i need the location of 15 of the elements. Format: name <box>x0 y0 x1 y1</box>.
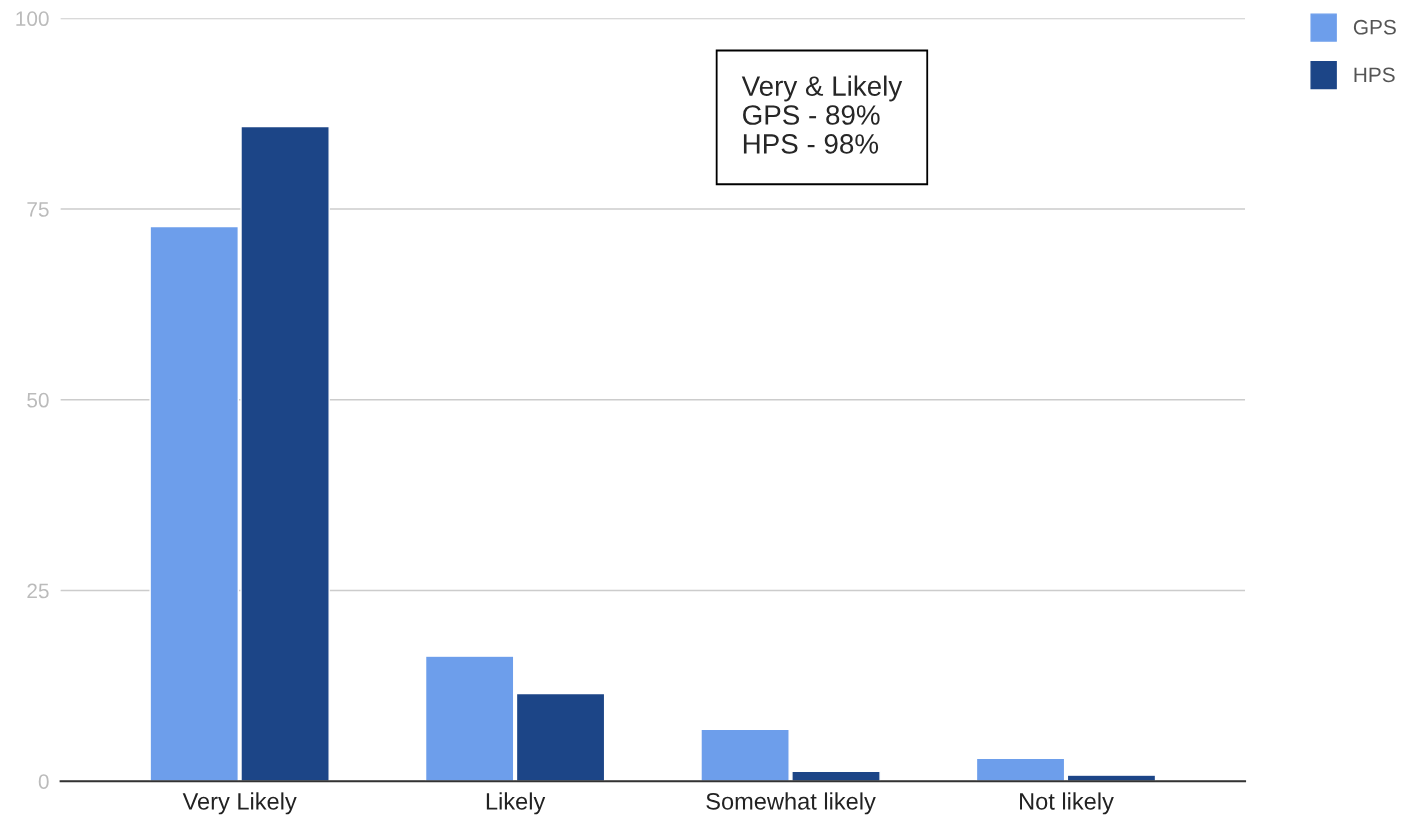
legend-label: HPS <box>1354 67 1395 83</box>
y-tick-label: 50 <box>27 392 49 408</box>
x-tick-label: Not likely <box>1020 792 1114 815</box>
legend-label: GPS <box>1353 19 1396 35</box>
bar <box>515 692 606 782</box>
y-tick-label: 75 <box>27 202 49 217</box>
x-tick-label: Likely <box>486 792 546 815</box>
y-tick-label: 100 <box>16 11 49 27</box>
annotation: Very & Likely GPS - 89% HPS - 98% <box>741 75 903 154</box>
bar <box>975 757 1066 782</box>
x-tick-label: Very Likely <box>182 792 297 815</box>
y-tick-label: 0 <box>38 774 49 789</box>
bar <box>424 655 515 782</box>
x-tick-label: Somewhat likely <box>706 792 876 815</box>
y-tick-label: 25 <box>27 583 49 599</box>
